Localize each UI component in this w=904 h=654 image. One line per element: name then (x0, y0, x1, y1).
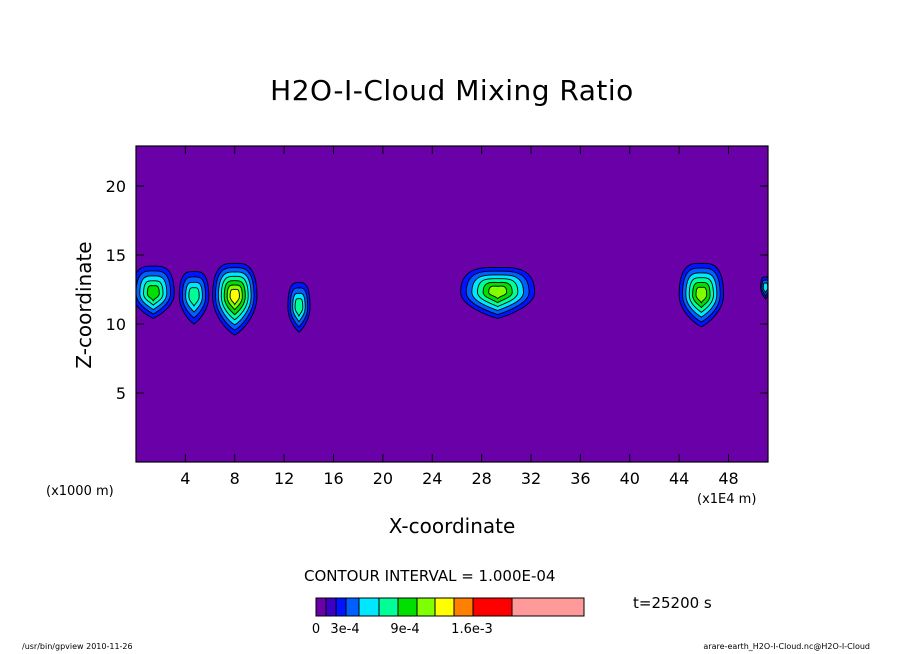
x-axis-unit-left: (x1000 m) (46, 484, 114, 499)
y-tick-label-3: 15 (106, 246, 126, 265)
x-tick-label-1: 4 (180, 469, 190, 488)
contour-interval: CONTOUR INTERVAL = 1.000E-04 (304, 567, 556, 585)
x-tick-label-8: 32 (521, 469, 541, 488)
contour-level-7 (229, 288, 240, 306)
chart-title: H2O-I-Cloud Mixing Ratio (270, 74, 634, 107)
x-tick-label-9: 36 (570, 469, 590, 488)
x-tick-label-2: 8 (230, 469, 240, 488)
colorbar-swatch-1 (315, 597, 327, 617)
colorbar (315, 597, 585, 617)
colorbar-swatch-10 (453, 597, 474, 617)
cloud-cell-7 (760, 276, 768, 301)
cloud-cell-3 (212, 262, 258, 336)
x-tick-label-6: 24 (422, 469, 442, 488)
colorbar-label-3: 1.6e-3 (451, 622, 493, 637)
y-tick-label-2: 10 (106, 315, 126, 334)
footer-program: /usr/bin/gpview 2010-11-26 (22, 642, 133, 651)
colorbar-swatch-7 (397, 597, 418, 617)
colorbar-swatch-8 (416, 597, 436, 617)
cloud-cell-5 (460, 266, 536, 319)
y-tick-label-1: 5 (116, 384, 126, 403)
x-tick-label-7: 28 (471, 469, 491, 488)
x-axis-label: X-coordinate (388, 514, 516, 538)
colorbar-swatch-12 (511, 597, 585, 617)
colorbar-label-2: 9e-4 (390, 622, 420, 637)
x-tick-label-3: 12 (274, 469, 294, 488)
cloud-cells (136, 262, 768, 336)
y-tick-label-4: 20 (106, 177, 126, 196)
contour-level-6 (695, 286, 708, 304)
colorbar-swatch-6 (378, 597, 399, 617)
x-tick-label-12: 48 (718, 469, 738, 488)
colorbar-label-0: 0 (311, 622, 321, 637)
contour-level-5 (146, 285, 160, 302)
colorbar-swatch-5 (358, 597, 380, 617)
colorbar-swatch-9 (434, 597, 455, 617)
x-tick-label-11: 44 (669, 469, 689, 488)
cloud-cell-6 (678, 262, 725, 328)
cloud-cell-4 (287, 282, 311, 333)
x-tick-label-10: 40 (620, 469, 640, 488)
cloud-cell-1 (136, 265, 175, 319)
footer-source: arare-earth_H2O-I-Cloud.nc@H2O-I-Cloud (703, 642, 870, 651)
y-axis-label: Z-coordinate (72, 241, 96, 369)
cloud-cell-2 (178, 271, 210, 325)
colorbar-swatch-3 (335, 597, 347, 617)
contour-level-4 (294, 298, 304, 318)
colorbar-label-1: 3e-4 (330, 622, 360, 637)
contour-level-6 (488, 285, 508, 300)
time-label: t=25200 s (633, 594, 712, 612)
colorbar-swatch-11 (472, 597, 513, 617)
plot-frame (135, 145, 769, 463)
contour-level-4 (188, 287, 200, 307)
cloud-contours (136, 262, 768, 336)
x-tick-label-4: 16 (323, 469, 343, 488)
x-axis-unit-right: (x1E4 m) (697, 492, 757, 507)
x-tick-label-5: 20 (373, 469, 393, 488)
colorbar-swatch-2 (325, 597, 337, 617)
colorbar-swatch-4 (345, 597, 360, 617)
